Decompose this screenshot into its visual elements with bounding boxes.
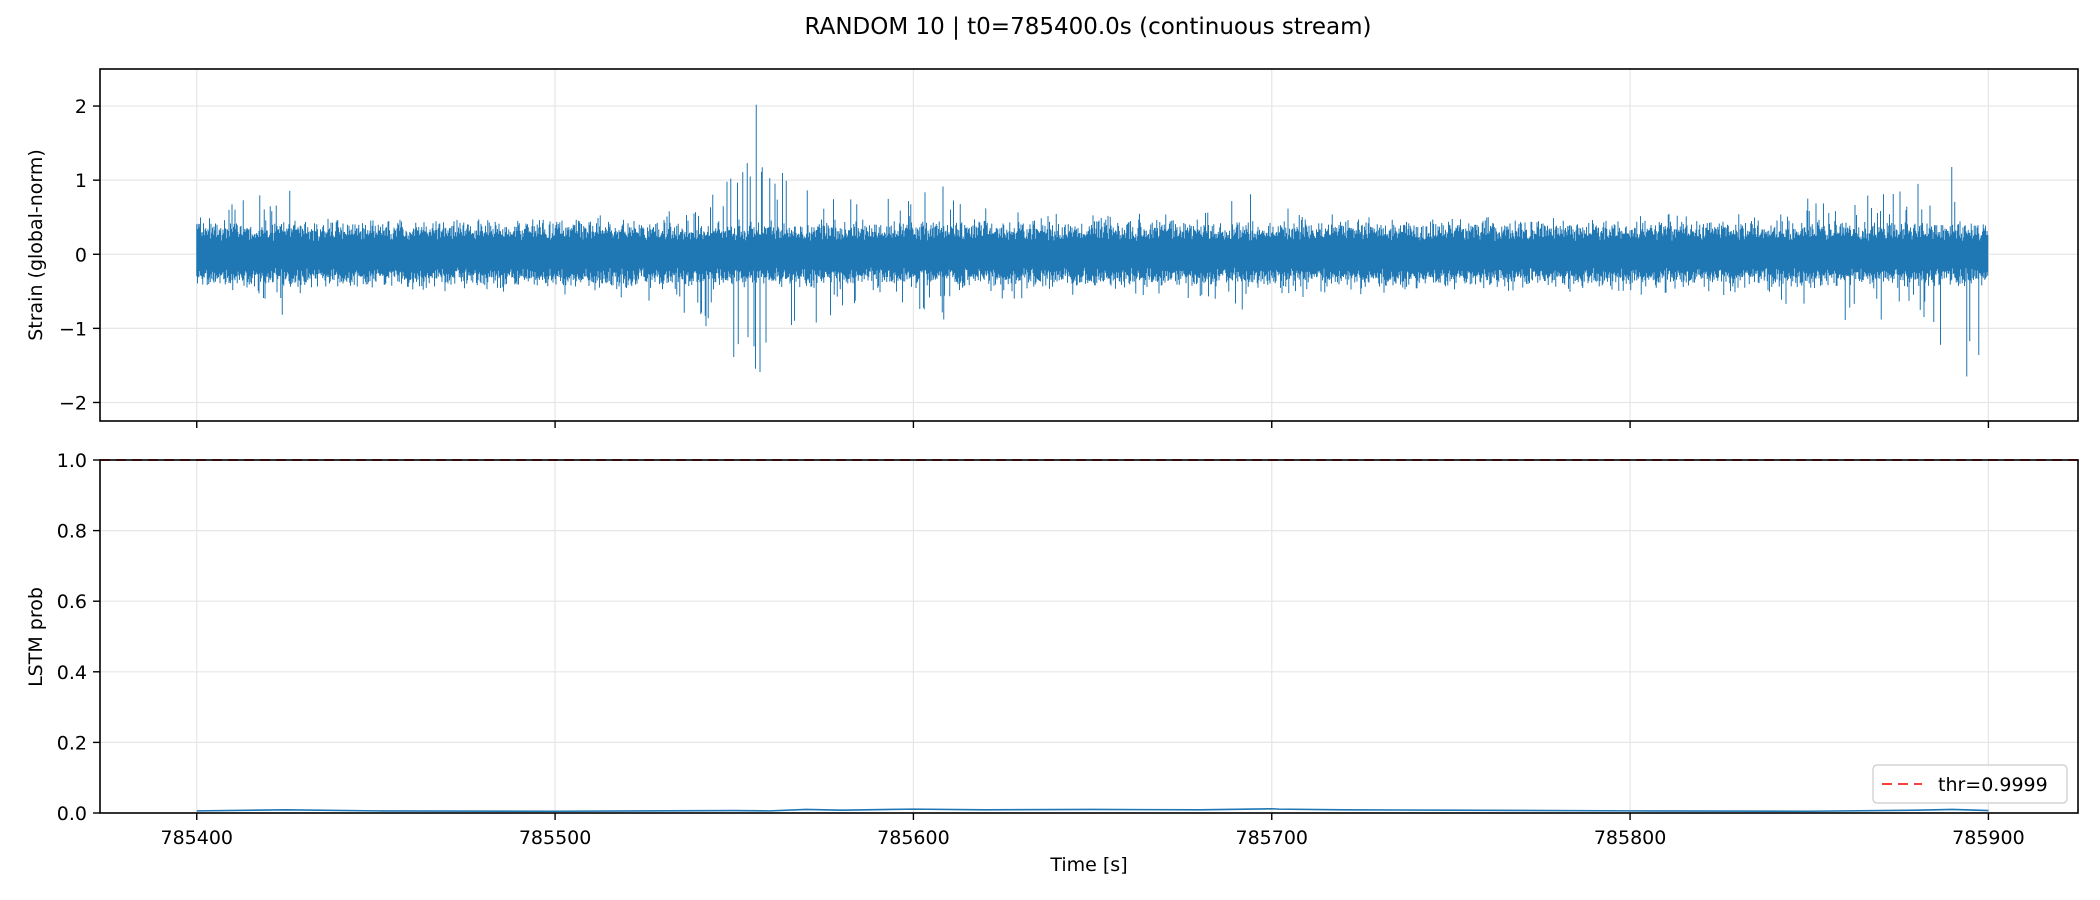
lstm-prob-line <box>196 807 1989 813</box>
lstm-xtick-label-5: 785900 <box>1952 827 2025 849</box>
lstm-axes-frame <box>99 459 2079 814</box>
lstm-ylabel: LSTM prob <box>25 587 47 687</box>
strain-ytick-label-3: 1 <box>75 170 87 192</box>
lstm-ytick-label-3: 0.6 <box>57 591 87 613</box>
strain-series-path <box>196 104 1989 377</box>
lstm-x-ticks: 785400 785500 785600 785700 785800 785900 <box>160 813 2025 849</box>
legend-label-threshold: thr=0.9999 <box>1938 774 2048 796</box>
strain-ylabel: Strain (global-norm) <box>25 149 47 341</box>
lstm-ytick-label-1: 0.2 <box>57 732 87 754</box>
strain-x-ticks <box>196 421 1990 428</box>
lstm-xlabel: Time [s] <box>1049 854 1127 876</box>
lstm-xtick-label-2: 785600 <box>877 827 950 849</box>
strain-panel: −2 −1 0 1 2 Strain (global-norm) <box>25 68 2079 428</box>
lstm-xtick-label-0: 785400 <box>160 827 233 849</box>
lstm-y-ticks: 0.0 0.2 0.4 0.6 0.8 1.0 <box>57 450 100 825</box>
lstm-ytick-label-2: 0.4 <box>57 662 87 684</box>
strain-waveform <box>196 104 1989 377</box>
lstm-panel: 0.00.20.40.60.81.0 785400 785500 785600 785… <box>25 450 2079 876</box>
strain-ytick-label-1: −1 <box>59 318 87 340</box>
figure-title: RANDOM 10 | t0=785400.0s (continuous str… <box>805 14 1372 40</box>
legend: thr=0.9999 <box>1872 764 2068 804</box>
lstm-ytick-label-5: 1.0 <box>57 450 87 472</box>
strain-ytick-label-2: 0 <box>75 244 87 266</box>
lstm-plot-area <box>100 460 2078 813</box>
lstm-xtick-label-1: 785500 <box>519 827 592 849</box>
strain-y-ticks: −2 −1 0 1 2 <box>59 96 100 414</box>
strain-axes-frame <box>99 68 2079 422</box>
lstm-xtick-label-4: 785800 <box>1594 827 1667 849</box>
strain-ytick-label-0: −2 <box>59 392 87 414</box>
lstm-xtick-label-3: 785700 <box>1235 827 1308 849</box>
lstm-ytick-label-0: 0.0 <box>57 803 87 825</box>
lstm-ytick-label-4: 0.8 <box>57 521 87 543</box>
strain-ytick-label-4: 2 <box>75 96 87 118</box>
legend-box <box>1872 764 2068 804</box>
